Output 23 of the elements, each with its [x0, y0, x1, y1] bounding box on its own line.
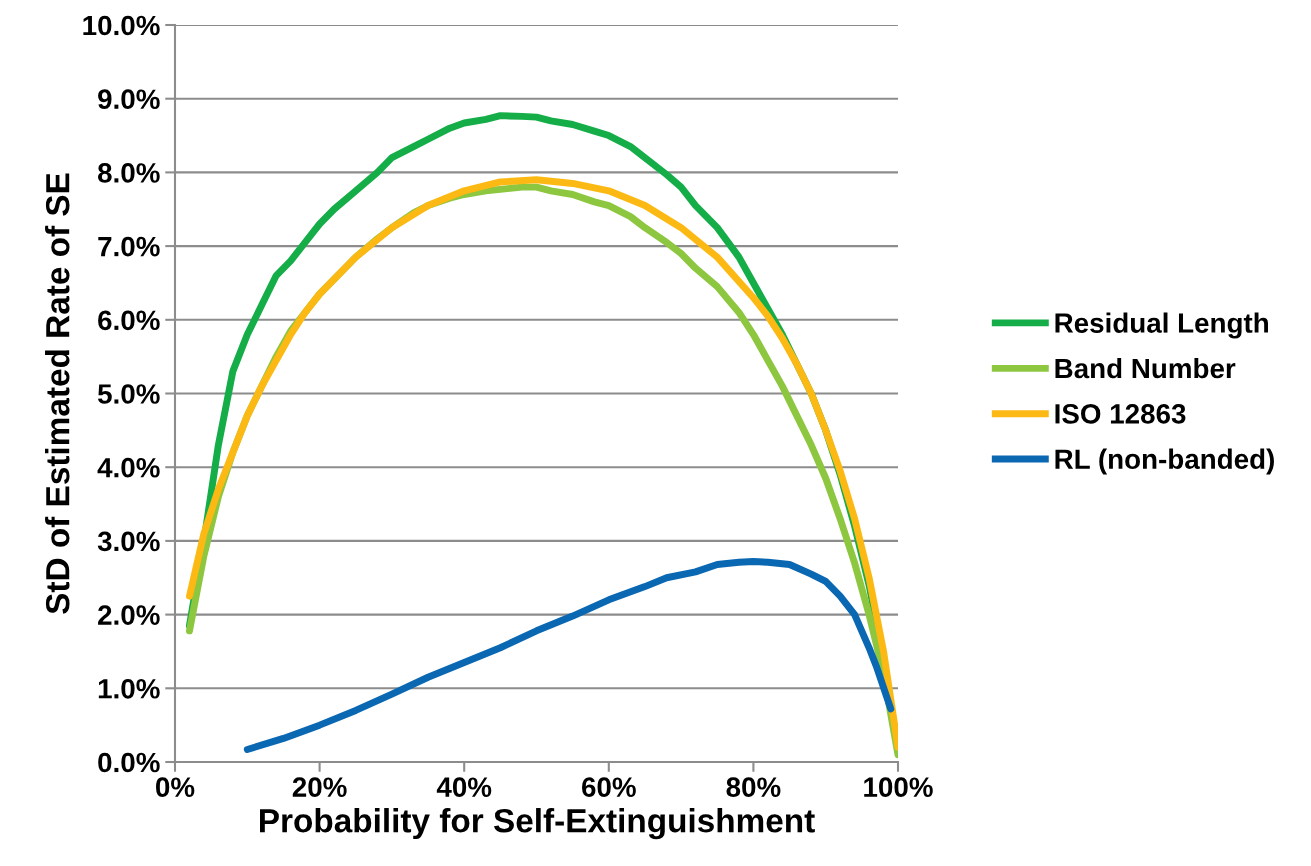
y-tick-label: 0.0% — [98, 752, 160, 773]
legend-label: ISO 12863 — [1055, 404, 1186, 424]
y-tick-label: 9.0% — [98, 89, 160, 110]
y-tick-label: 1.0% — [98, 678, 160, 699]
x-tick-label: 80% — [726, 777, 781, 797]
legend-label: RL (non-banded) — [1055, 448, 1274, 475]
x-tick-label: 40% — [436, 777, 492, 797]
y-tick-label: 2.0% — [98, 605, 160, 625]
x-tick-label: 100% — [864, 777, 933, 797]
y-tick-label: 10.0% — [83, 15, 160, 36]
y-axis-title: StD of Estimated Rate of SE — [45, 173, 70, 614]
x-tick-label: 60% — [582, 777, 636, 797]
y-tick-label: 4.0% — [97, 457, 160, 478]
x-tick-label: 0% — [156, 777, 195, 797]
x-tick-label: 20% — [292, 777, 347, 797]
y-tick-label: 7.0% — [98, 236, 160, 257]
y-tick-label: 6.0% — [98, 310, 160, 331]
y-tick-label: 5.0% — [97, 384, 160, 404]
legend-label: Band Number — [1055, 357, 1236, 379]
legend-label: Residual Length — [1055, 312, 1268, 339]
y-tick-label: 3.0% — [97, 531, 160, 552]
x-axis-title: Probability for Self-Extinguishment — [260, 808, 815, 840]
y-tick-label: 8.0% — [97, 163, 160, 183]
